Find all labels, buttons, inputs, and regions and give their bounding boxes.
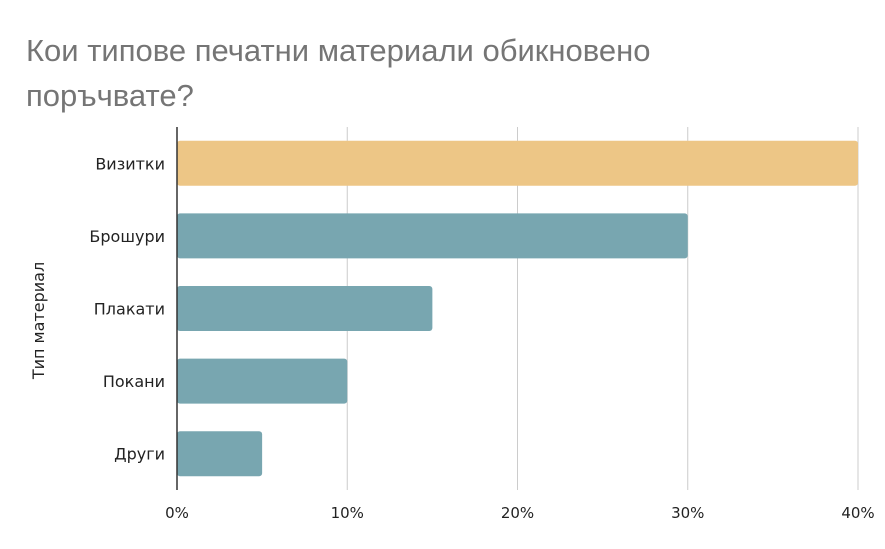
bar (177, 213, 688, 259)
x-tick-label: 40% (841, 504, 874, 522)
bar (177, 285, 433, 332)
chart-title: Кои типове печатни материали обикновено … (26, 33, 651, 113)
bars (177, 140, 858, 477)
x-tick-label: 0% (165, 504, 189, 522)
x-tick-label: 10% (331, 504, 364, 522)
bar (177, 140, 858, 186)
y-axis-title: Тип материал (29, 262, 48, 380)
x-tick-label: 30% (671, 504, 704, 522)
category-label: Брошури (89, 227, 165, 246)
x-tick-labels: 0% 10% 20% 30% 40% (165, 504, 875, 522)
category-labels: Визитки Брошури Плакати Покани Други (89, 154, 165, 463)
x-tick-label: 20% (501, 504, 534, 522)
bar (177, 431, 263, 477)
category-label: Плакати (94, 300, 165, 319)
category-label: Визитки (95, 154, 165, 173)
category-label: Покани (103, 372, 165, 391)
category-label: Други (114, 445, 165, 464)
bar (177, 358, 348, 404)
